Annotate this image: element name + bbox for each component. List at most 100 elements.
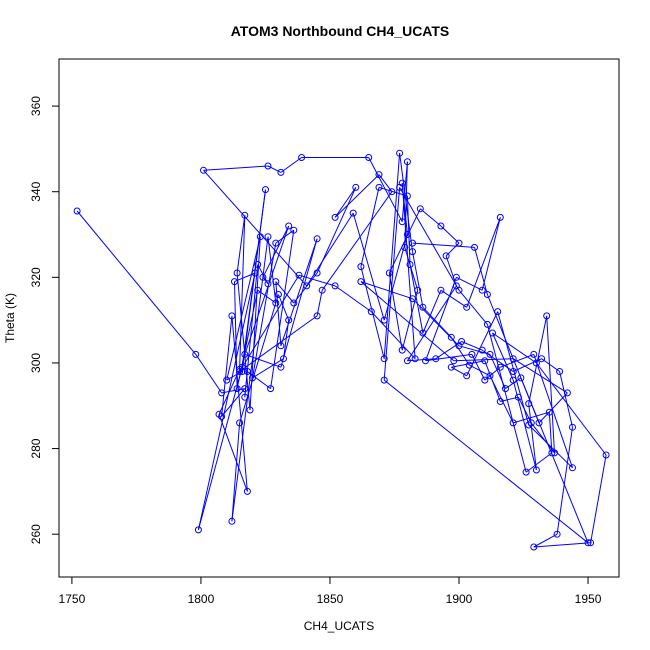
- series-segment: [528, 403, 537, 471]
- data-point: [233, 385, 241, 393]
- data-point: [483, 320, 491, 328]
- data-point: [416, 205, 424, 213]
- series-segment: [481, 217, 501, 291]
- series-segment: [399, 187, 460, 291]
- data-point: [450, 357, 458, 365]
- series-segment: [370, 311, 416, 360]
- series-segment: [556, 427, 573, 535]
- data-point: [290, 226, 298, 234]
- data-point: [447, 363, 455, 371]
- data-point: [385, 269, 393, 277]
- data-point: [447, 333, 455, 341]
- data-point: [403, 231, 411, 238]
- series-segment: [360, 266, 385, 359]
- series-segment: [486, 324, 527, 473]
- data-point: [569, 423, 576, 431]
- data-point: [238, 368, 246, 375]
- data-point: [241, 385, 249, 393]
- data-point: [406, 261, 414, 268]
- data-point: [218, 389, 226, 397]
- series-segment: [334, 174, 380, 218]
- data-point: [509, 355, 517, 363]
- series-segment: [440, 289, 467, 308]
- data-point: [272, 278, 280, 286]
- data-point: [414, 286, 422, 294]
- series-segment: [412, 242, 475, 248]
- data-point: [432, 355, 440, 363]
- data-point: [486, 350, 494, 358]
- data-point: [285, 222, 293, 230]
- data-point: [380, 376, 388, 384]
- data-point: [509, 419, 517, 427]
- data-point: [274, 291, 282, 298]
- data-point: [256, 233, 264, 241]
- data-point: [496, 363, 504, 371]
- data-point: [437, 222, 445, 230]
- series-segment: [530, 422, 555, 454]
- series-segment: [218, 414, 248, 492]
- x-axis: 1750 1800 1850 1900 1950: [59, 576, 602, 606]
- series-segment: [316, 290, 323, 316]
- series-segment: [378, 186, 408, 197]
- data-point: [215, 410, 223, 418]
- series-segment: [541, 358, 560, 372]
- data-point: [349, 209, 357, 217]
- data-point: [563, 389, 571, 397]
- data-point: [486, 372, 494, 380]
- data-point: [277, 168, 285, 176]
- series-segment: [536, 362, 607, 456]
- series-segment: [203, 165, 269, 171]
- data-point: [419, 303, 427, 311]
- data-point: [409, 239, 416, 247]
- data-point: [375, 183, 383, 191]
- series-segment: [76, 210, 197, 355]
- series-segment: [528, 315, 548, 404]
- data-point: [365, 154, 373, 161]
- data-point: [409, 295, 416, 303]
- data-point: [251, 269, 259, 277]
- data-point: [264, 233, 272, 241]
- data-point: [584, 539, 592, 547]
- x-tick-label: 1850: [317, 592, 344, 606]
- data-point: [73, 207, 81, 215]
- data-point: [530, 350, 538, 358]
- data-point: [514, 393, 522, 401]
- series-segment: [267, 165, 282, 173]
- series-segment: [262, 276, 269, 285]
- data-point: [241, 393, 249, 401]
- series-segment: [244, 264, 259, 398]
- series-segment: [360, 187, 380, 267]
- data-point: [569, 464, 576, 472]
- series-segment: [280, 238, 318, 346]
- data-point: [489, 329, 496, 337]
- series-segment: [458, 345, 491, 355]
- series-segment: [378, 174, 393, 193]
- data-point: [396, 149, 404, 157]
- data-point: [535, 419, 543, 427]
- data-point: [463, 303, 471, 311]
- y-tick-label: 360: [29, 96, 43, 116]
- data-point: [277, 363, 285, 371]
- data-point: [525, 421, 533, 429]
- series-segment: [252, 358, 284, 379]
- data-point: [398, 218, 406, 226]
- series-segment: [298, 274, 336, 287]
- data-point: [509, 368, 517, 375]
- data-point: [419, 329, 427, 337]
- series-segment: [546, 315, 555, 453]
- series-segment: [239, 215, 246, 370]
- data-point: [463, 372, 471, 380]
- data-point: [313, 269, 321, 277]
- series-segment: [334, 187, 357, 218]
- x-tick-label: 1800: [188, 592, 215, 606]
- series-segment: [412, 298, 460, 347]
- series-segment: [458, 289, 488, 325]
- data-point: [396, 183, 404, 191]
- series-segment: [239, 274, 300, 372]
- series-segment: [221, 315, 233, 417]
- series-segment: [239, 294, 279, 424]
- series-segment: [277, 294, 290, 321]
- data-point: [465, 361, 473, 369]
- data-point: [254, 286, 262, 294]
